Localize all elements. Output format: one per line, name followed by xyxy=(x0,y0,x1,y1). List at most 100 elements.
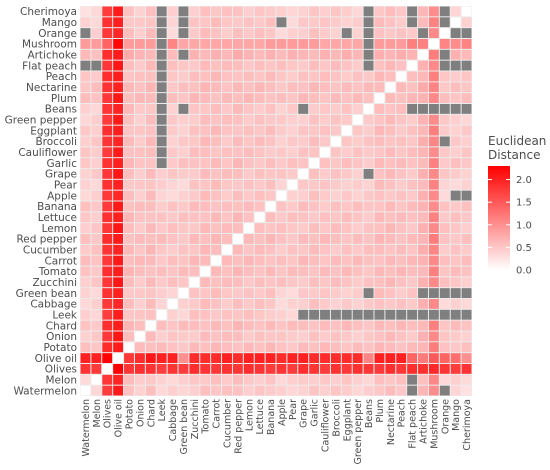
y-tick-label: Cauliflower xyxy=(18,147,77,159)
heatmap-cell xyxy=(178,353,189,363)
heatmap-cell xyxy=(232,93,243,103)
heatmap-cell xyxy=(211,234,222,244)
heatmap-cell xyxy=(222,169,232,179)
heatmap-cell xyxy=(145,212,156,223)
heatmap-cell xyxy=(287,374,298,385)
x-tick-label: Banana xyxy=(266,399,277,435)
heatmap-cell xyxy=(352,223,363,233)
heatmap-cell xyxy=(156,93,167,103)
heatmap-cell xyxy=(189,39,200,49)
heatmap-cell xyxy=(407,331,418,342)
heatmap-cell xyxy=(439,125,450,136)
heatmap-cell xyxy=(385,179,396,190)
heatmap-cell xyxy=(341,331,352,342)
heatmap-cell xyxy=(396,190,407,201)
x-tick-label: Cucumber xyxy=(223,399,234,448)
heatmap-cell xyxy=(102,28,113,38)
heatmap-cell xyxy=(428,255,439,266)
heatmap-cell xyxy=(80,223,91,233)
heatmap-cell xyxy=(450,158,461,168)
heatmap-cell xyxy=(80,212,91,223)
heatmap-cell xyxy=(102,125,113,136)
heatmap-cell xyxy=(341,179,352,190)
heatmap-cell xyxy=(189,179,200,190)
heatmap-cell xyxy=(211,320,222,331)
heatmap-cell xyxy=(265,320,276,331)
heatmap-cell xyxy=(91,212,102,223)
heatmap-cell xyxy=(276,17,287,28)
heatmap-cell xyxy=(156,147,167,158)
heatmap-cell xyxy=(222,374,232,385)
y-tick-label: Chard xyxy=(46,320,77,332)
heatmap-cell xyxy=(363,299,374,309)
heatmap-cell xyxy=(320,234,330,244)
heatmap-cell xyxy=(265,82,276,93)
heatmap-cell xyxy=(113,212,124,223)
heatmap-cell xyxy=(167,49,178,60)
heatmap-cell xyxy=(450,266,461,277)
heatmap-cell xyxy=(156,385,167,396)
x-tick-label: Grape xyxy=(299,399,310,428)
heatmap-cell xyxy=(145,60,156,71)
heatmap-cell xyxy=(374,364,385,374)
heatmap-cell xyxy=(243,364,254,374)
heatmap-cell xyxy=(211,266,222,277)
heatmap-cell xyxy=(134,169,145,179)
heatmap-cell xyxy=(178,169,189,179)
heatmap-cell xyxy=(145,114,156,125)
heatmap-cell xyxy=(407,353,418,363)
heatmap-cell xyxy=(134,309,145,320)
y-tick-label: Cucumber xyxy=(23,245,78,257)
heatmap-cell xyxy=(189,234,200,244)
heatmap-cell xyxy=(243,104,254,114)
heatmap-cell xyxy=(254,6,265,17)
heatmap-cell xyxy=(276,342,287,353)
heatmap-cell xyxy=(156,277,167,288)
x-tick-label: Cauliflower xyxy=(321,399,332,452)
heatmap-cell xyxy=(330,266,341,277)
heatmap-cell xyxy=(330,374,341,385)
heatmap-cell xyxy=(80,288,91,298)
heatmap-cell xyxy=(167,147,178,158)
heatmap-cell xyxy=(156,169,167,179)
heatmap-cell xyxy=(352,114,363,125)
heatmap-cell xyxy=(363,49,374,60)
heatmap-cell xyxy=(102,82,113,93)
heatmap-cell xyxy=(102,158,113,168)
heatmap-cell xyxy=(243,255,254,266)
heatmap-cell xyxy=(145,277,156,288)
heatmap-cell xyxy=(80,385,91,396)
heatmap-cell xyxy=(309,60,320,71)
heatmap-cell xyxy=(254,49,265,60)
heatmap-cell xyxy=(145,223,156,233)
heatmap-cell xyxy=(418,288,428,298)
heatmap-cell xyxy=(450,190,461,201)
heatmap-cell xyxy=(265,212,276,223)
heatmap-cell xyxy=(243,331,254,342)
heatmap-cell xyxy=(352,190,363,201)
heatmap-cell xyxy=(211,364,222,374)
heatmap-cell xyxy=(102,299,113,309)
heatmap-cell xyxy=(265,147,276,158)
legend-colorbar xyxy=(488,166,510,270)
heatmap-cell xyxy=(134,201,145,212)
heatmap-cell xyxy=(320,212,330,223)
heatmap-cell xyxy=(287,125,298,136)
heatmap-cell xyxy=(450,28,461,38)
heatmap-cell xyxy=(287,299,298,309)
heatmap-cell xyxy=(167,190,178,201)
heatmap-cell xyxy=(309,234,320,244)
heatmap-cell xyxy=(80,244,91,255)
heatmap-cell xyxy=(298,104,309,114)
heatmap-cell xyxy=(407,114,418,125)
heatmap-cell xyxy=(439,309,450,320)
x-tick-label: Eggplant xyxy=(342,399,353,442)
heatmap-cell xyxy=(265,201,276,212)
heatmap-cell xyxy=(439,169,450,179)
heatmap-cell xyxy=(298,288,309,298)
heatmap-cell xyxy=(276,39,287,49)
heatmap-cell xyxy=(352,201,363,212)
heatmap-cell xyxy=(363,309,374,320)
heatmap-cell xyxy=(396,179,407,190)
heatmap-cell xyxy=(439,93,450,103)
